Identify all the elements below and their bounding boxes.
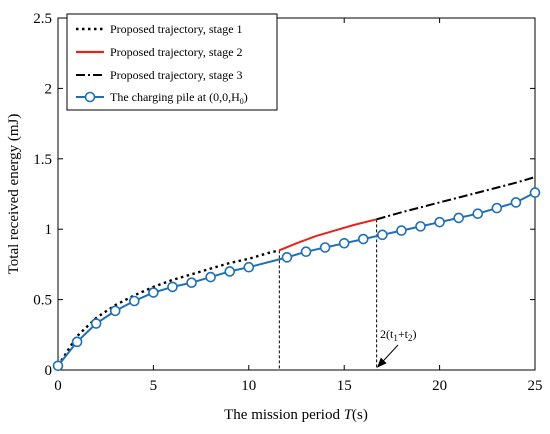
y-tick-label: 0 bbox=[45, 363, 53, 379]
annotation: 2(t1+t2) bbox=[376, 327, 416, 368]
series-layer bbox=[52, 176, 541, 372]
legend-label-stage2: Proposed trajectory, stage 2 bbox=[110, 45, 243, 59]
charging-pile-point bbox=[205, 271, 216, 283]
charging-pile-point bbox=[109, 305, 121, 317]
x-tick-label: 0 bbox=[54, 378, 62, 394]
annotation-text: 2(t1+t2) bbox=[380, 327, 416, 343]
series-stage3-line bbox=[376, 176, 536, 221]
x-tick-label: 10 bbox=[241, 378, 256, 394]
legend-label-charging-pile: The charging pile at (0,0,H0) bbox=[110, 90, 248, 106]
charging-pile-point bbox=[319, 242, 331, 253]
charging-pile-point bbox=[281, 252, 293, 263]
charging-pile-point bbox=[90, 318, 102, 329]
y-tick-label: 0.5 bbox=[33, 293, 52, 309]
charging-pile-point bbox=[357, 233, 369, 245]
charging-pile-point bbox=[224, 266, 236, 277]
x-tick-label: 15 bbox=[337, 378, 352, 394]
x-tick-label: 5 bbox=[150, 378, 158, 394]
charging-pile-point bbox=[472, 208, 484, 220]
series-stage1-line bbox=[56, 249, 280, 367]
x-tick-label: 20 bbox=[432, 378, 447, 394]
y-tick-label: 2.5 bbox=[33, 11, 52, 27]
legend-label-stage1: Proposed trajectory, stage 1 bbox=[110, 22, 243, 36]
ticks-layer: 0 5 10 15 20 25 0 0.5 1 1.5 2 2.5 bbox=[33, 11, 542, 394]
y-axis-title: Total received energy (mJ) bbox=[6, 114, 22, 275]
charging-pile-point bbox=[300, 246, 312, 258]
charging-pile-point bbox=[453, 212, 464, 224]
x-tick-label: 25 bbox=[528, 378, 543, 394]
charging-pile-point bbox=[167, 281, 178, 293]
charging-pile-point bbox=[529, 187, 541, 198]
charging-pile-point bbox=[71, 336, 83, 348]
vlines-layer bbox=[278, 219, 378, 370]
charging-pile-point bbox=[243, 261, 255, 273]
y-tick-label: 1 bbox=[45, 222, 53, 238]
charging-pile-point bbox=[129, 295, 140, 307]
charging-pile-point bbox=[415, 221, 426, 232]
charging-pile-point bbox=[186, 277, 197, 289]
charging-pile-point bbox=[396, 225, 407, 236]
y-tick-label: 2 bbox=[45, 81, 53, 97]
charging-pile-point bbox=[491, 202, 503, 214]
x-axis-title: The mission period T(s) bbox=[224, 407, 368, 423]
legend-marker-charging-pile bbox=[84, 91, 96, 103]
legend: Proposed trajectory, stage 1 Proposed tr… bbox=[66, 13, 278, 111]
charging-pile-point bbox=[510, 197, 522, 208]
y-tick-label: 1.5 bbox=[33, 152, 52, 168]
annotation-arrow bbox=[376, 344, 399, 368]
charging-pile-point bbox=[52, 360, 64, 372]
charging-pile-point bbox=[148, 287, 159, 298]
charging-pile-point bbox=[377, 229, 388, 241]
series-stage2-line bbox=[278, 218, 377, 252]
charging-pile-point bbox=[338, 237, 350, 249]
charging-pile-point bbox=[434, 216, 445, 228]
legend-label-stage3: Proposed trajectory, stage 3 bbox=[110, 68, 243, 82]
